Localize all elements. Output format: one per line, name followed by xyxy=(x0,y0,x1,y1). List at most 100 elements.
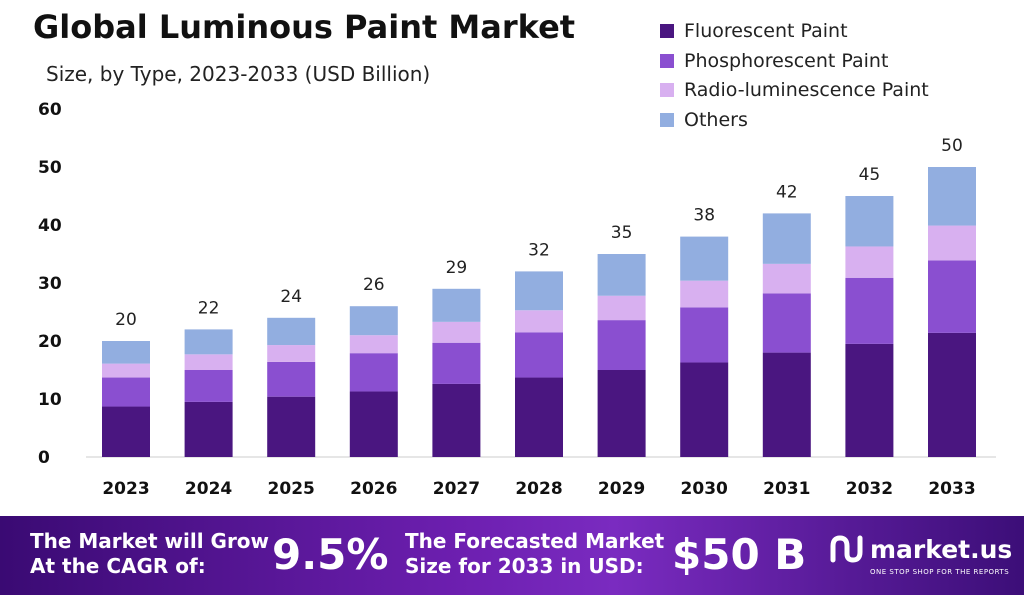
legend-swatch xyxy=(660,112,674,127)
bar-segment xyxy=(102,406,150,457)
data-label: 32 xyxy=(528,240,550,260)
legend-item: Radio-luminescence Paint xyxy=(660,75,929,105)
data-label: 29 xyxy=(446,258,468,278)
y-tick-label: 10 xyxy=(38,390,62,410)
bar-segment xyxy=(845,196,894,247)
bar-segment xyxy=(597,370,646,457)
bar-segment xyxy=(845,277,894,344)
x-tick-label: 2028 xyxy=(515,479,562,499)
bar-segment xyxy=(102,341,150,364)
cagr-value: 9.5% xyxy=(272,530,389,579)
y-tick-label: 60 xyxy=(38,100,62,120)
bar-segment xyxy=(432,288,481,322)
legend-label: Radio-luminescence Paint xyxy=(684,79,929,102)
legend-item: Others xyxy=(660,105,929,135)
bar-segment xyxy=(515,271,563,311)
brand-logo: market.us ONE STOP SHOP FOR THE REPORTS xyxy=(830,534,1013,576)
bar-segment xyxy=(762,293,811,353)
brand-name: market.us xyxy=(870,534,1013,564)
bar-segment xyxy=(432,342,481,384)
bar-segment xyxy=(515,377,563,457)
legend-item: Fluorescent Paint xyxy=(660,16,929,46)
x-tick-label: 2030 xyxy=(681,479,728,499)
brand-tagline: ONE STOP SHOP FOR THE REPORTS xyxy=(870,568,1010,576)
x-tick-label: 2023 xyxy=(102,479,149,499)
legend: Fluorescent Paint Phosphorescent Paint R… xyxy=(660,16,929,135)
bar-segment xyxy=(928,260,976,333)
data-label: 22 xyxy=(198,298,220,318)
x-tick-label: 2033 xyxy=(928,479,975,499)
bar-segment xyxy=(680,362,729,457)
x-tick-label: 2032 xyxy=(846,479,893,499)
legend-swatch xyxy=(660,83,674,98)
bar-segment xyxy=(267,361,316,397)
forecast-value: $50 B xyxy=(672,530,807,579)
bar-segment xyxy=(432,383,481,457)
bar-segment xyxy=(432,321,481,343)
cagr-label-line1: The Market will Grow xyxy=(30,529,270,553)
chart-title: Global Luminous Paint Market xyxy=(33,8,576,46)
bar-segment xyxy=(762,213,811,264)
bar-segment xyxy=(680,280,729,308)
data-label: 20 xyxy=(115,310,137,330)
bar-segment xyxy=(184,329,233,355)
bar-segment xyxy=(102,377,150,407)
bar-segment xyxy=(680,307,729,363)
chart-subtitle: Size, by Type, 2023-2033 (USD Billion) xyxy=(46,62,431,86)
bar-segment xyxy=(349,306,398,336)
legend-item: Phosphorescent Paint xyxy=(660,46,929,76)
data-label: 45 xyxy=(859,165,881,185)
y-tick-label: 50 xyxy=(38,158,62,178)
cagr-label: The Market will Grow At the CAGR of: xyxy=(30,529,269,579)
bar-segment xyxy=(349,391,398,457)
bar-segment xyxy=(267,345,316,362)
bar-segment xyxy=(597,254,646,296)
legend-swatch xyxy=(660,23,674,38)
footer-banner: The Market will Grow At the CAGR of: 9.5… xyxy=(0,516,1024,595)
bar-segment xyxy=(597,295,646,321)
x-tick-label: 2026 xyxy=(350,479,397,499)
bar-segment xyxy=(928,332,976,457)
bar-segment xyxy=(184,401,233,457)
data-label: 38 xyxy=(693,206,715,226)
bar-segment xyxy=(349,353,398,392)
bar-segment xyxy=(597,320,646,370)
bar-segment xyxy=(845,246,894,278)
bar-segment xyxy=(845,343,894,457)
data-label: 35 xyxy=(611,223,633,243)
x-tick-label: 2024 xyxy=(185,479,232,499)
y-tick-label: 30 xyxy=(38,274,62,294)
bar-segment xyxy=(515,310,563,333)
forecast-label-line1: The Forecasted Market xyxy=(405,529,665,553)
bar-segment xyxy=(762,352,811,457)
bar-segment xyxy=(102,363,150,378)
bar-segment xyxy=(349,335,398,354)
legend-label: Phosphorescent Paint xyxy=(684,49,889,72)
bar-segment xyxy=(515,332,563,378)
chart-plot: 0102030405060202023222024242025262026292… xyxy=(38,100,996,499)
data-label: 24 xyxy=(280,287,302,307)
bar-segment xyxy=(762,263,811,294)
data-label: 26 xyxy=(363,275,385,295)
legend-label: Fluorescent Paint xyxy=(684,19,848,42)
bar-segment xyxy=(267,396,316,457)
forecast-label: The Forecasted Market Size for 2033 in U… xyxy=(405,529,664,579)
x-tick-label: 2031 xyxy=(763,479,810,499)
x-tick-label: 2027 xyxy=(433,479,480,499)
bar-segment xyxy=(184,370,233,402)
bar-segment xyxy=(184,354,233,370)
forecast-label-line2: Size for 2033 in USD: xyxy=(405,554,644,578)
x-tick-label: 2025 xyxy=(268,479,315,499)
y-tick-label: 20 xyxy=(38,332,62,352)
y-tick-label: 0 xyxy=(38,448,50,468)
bar-segment xyxy=(928,225,976,261)
y-tick-label: 40 xyxy=(38,216,62,236)
bar-segment xyxy=(928,167,976,226)
bar-segment xyxy=(680,236,729,281)
data-label: 50 xyxy=(941,136,963,156)
data-label: 42 xyxy=(776,182,798,202)
x-tick-label: 2029 xyxy=(598,479,645,499)
legend-label: Others xyxy=(684,108,748,131)
legend-swatch xyxy=(660,53,674,68)
cagr-label-line2: At the CAGR of: xyxy=(30,554,206,578)
